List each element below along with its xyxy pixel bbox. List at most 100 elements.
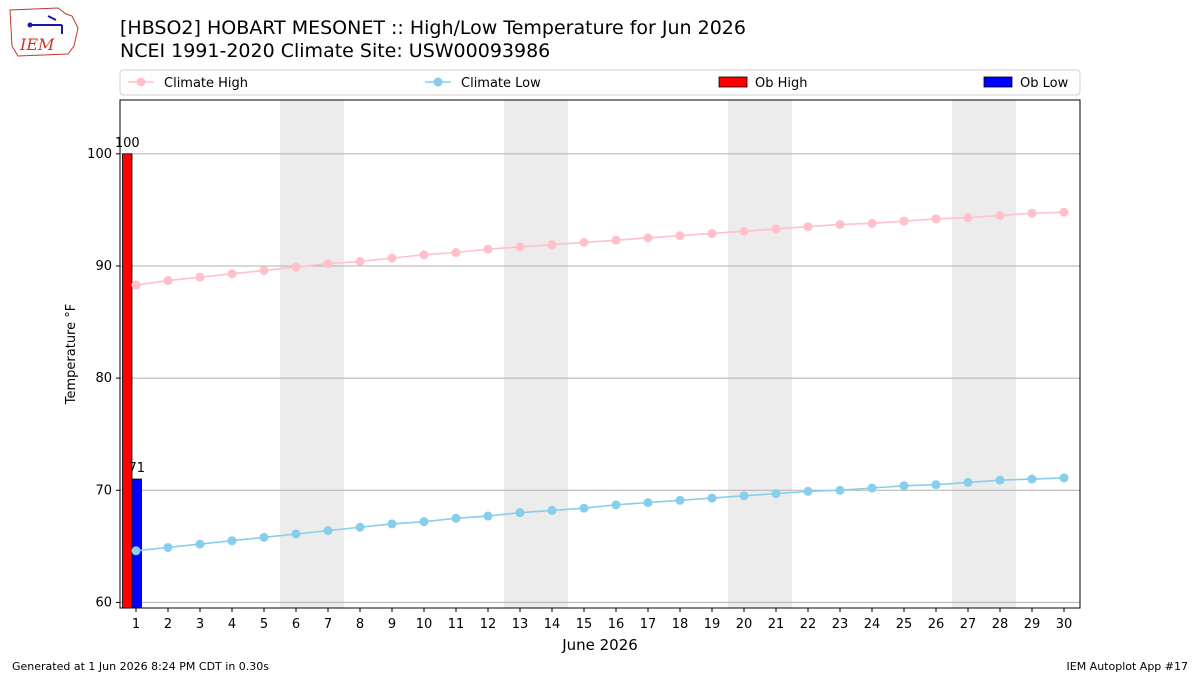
x-tick-label: 8 [356,617,364,632]
climate-low-point [899,481,909,491]
x-tick-label: 25 [896,617,913,632]
weekend-bands [280,100,1016,608]
climate-high-line [135,211,1065,286]
iem-logo: IEM [9,7,79,57]
x-tick-label: 13 [512,617,529,632]
x-tick-label: 15 [576,617,593,632]
climate-low-point [419,517,429,527]
climate-low-point [291,529,301,539]
climate-lines [131,207,1069,556]
y-tick-label: 100 [87,147,112,162]
climate-low-point [643,498,653,508]
legend-ob-low-swatch [983,76,1013,88]
generated-timestamp: Generated at 1 Jun 2026 8:24 PM CDT in 0… [12,660,270,673]
climate-low-point [867,483,877,493]
x-tick-label: 26 [928,617,945,632]
y-tick-label: 70 [95,483,112,498]
climate-high-point [611,235,621,245]
climate-low-point [835,485,845,495]
x-tick-label: 20 [736,617,753,632]
climate-low-point [227,536,237,546]
climate-high-point [131,280,141,290]
app-credit: IEM Autoplot App #17 [1066,660,1189,673]
climate-low-point [131,546,141,556]
weekend-band [504,100,568,608]
climate-high-point [195,272,205,282]
climate-low-point [931,480,941,490]
x-tick-label: 7 [324,617,332,632]
legend-ob-high-label: Ob High [755,76,808,91]
x-tick-label: 2 [164,617,172,632]
climate-low-point [451,513,461,523]
x-tick-label: 28 [992,617,1009,632]
svg-text:IEM: IEM [19,35,55,54]
climate-high-point [387,253,397,263]
x-tick-label: 22 [800,617,817,632]
climate-high-point [1059,207,1069,217]
x-tick-label: 6 [292,617,300,632]
legend: Climate High Climate Low Ob High Ob Low [119,69,1081,96]
x-tick-label: 14 [544,617,561,632]
weekend-band [728,100,792,608]
x-tick-label: 24 [864,617,881,632]
ob-high-label: 100 [115,136,140,151]
y-axis-label: Temperature °F [64,304,79,405]
climate-low-point [995,475,1005,485]
climate-high-point [803,222,813,232]
climate-low-point [771,489,781,499]
climate-low-point [707,493,717,503]
x-tick-label: 11 [448,617,465,632]
climate-high-point [1027,208,1037,218]
climate-low-point [259,532,269,542]
climate-low-point [675,495,685,505]
x-axis-label: June 2026 [561,636,638,654]
observation-bars: 100 71 [115,136,145,609]
y-tick-label: 80 [95,371,112,386]
legend-box [119,69,1081,96]
x-tick-label: 12 [480,617,497,632]
climate-high-point [707,228,717,238]
x-tick-label: 3 [196,617,204,632]
climate-high-point [771,224,781,234]
x-tick-label: 9 [388,617,396,632]
x-tick-label: 30 [1056,617,1073,632]
x-tick-label: 16 [608,617,625,632]
climate-high-point [163,276,173,286]
x-tick-label: 27 [960,617,977,632]
x-tick-label: 17 [640,617,657,632]
x-tick-label: 5 [260,617,268,632]
climate-high-point [259,265,269,275]
grid-lines [120,153,1080,603]
y-tick-label: 60 [95,595,112,610]
legend-ob-low-label: Ob Low [1020,76,1069,91]
climate-high-point [323,259,333,269]
climate-high-point [643,233,653,243]
legend-climate-high-label: Climate High [164,76,248,91]
climate-low-point [1027,474,1037,484]
climate-high-point [835,219,845,229]
climate-high-point [451,248,461,258]
climate-low-point [515,508,525,518]
climate-low-point [803,486,813,496]
x-axis-ticks: 1 2 3 4 5 6 7 8 9 10 11 12 13 14 15 16 17 18 19 20 21 22 23 24 2… [132,608,1072,632]
climate-low-point [547,505,557,515]
climate-low-point [355,522,365,532]
climate-low-point [579,503,589,513]
weekend-band [280,100,344,608]
climate-high-point [547,240,557,250]
ob-low-label: 71 [128,461,145,476]
legend-climate-low-label: Climate Low [461,76,541,91]
climate-low-point [323,526,333,536]
climate-low-line [135,477,1065,552]
climate-low-point [1059,473,1069,483]
climate-high-point [675,231,685,241]
ob-low-bar [131,478,142,609]
weekend-band [952,100,1016,608]
climate-high-point [931,214,941,224]
climate-low-point [483,511,493,521]
legend-climate-low-marker [433,77,443,87]
climate-high-point [483,244,493,254]
x-tick-label: 10 [416,617,433,632]
chart-title: [HBSO2] HOBART MESONET :: High/Low Tempe… [120,17,746,39]
climate-high-point [419,250,429,260]
